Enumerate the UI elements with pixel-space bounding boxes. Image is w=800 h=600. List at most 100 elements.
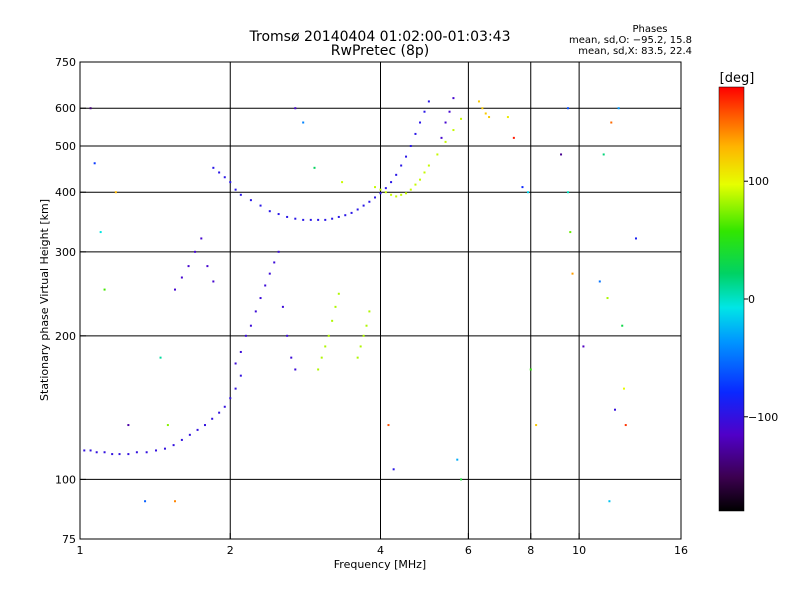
data-point [211,417,214,420]
colorbar-label: [deg] [720,71,755,86]
data-point [281,305,284,308]
data-point [400,164,403,167]
data-point [477,100,480,103]
data-point [387,424,390,427]
data-point [456,458,459,461]
y-tick-label: 300 [55,246,76,259]
data-point [277,250,280,253]
data-point [606,297,609,300]
x-tick-label: 6 [465,544,472,557]
data-point [622,387,625,390]
data-point [395,195,398,198]
data-point [460,117,463,120]
data-point [400,193,403,196]
colorbar-tick-label: 0 [748,293,755,306]
data-point [334,305,337,308]
data-point [567,191,570,194]
data-point [229,397,232,400]
chart-title: Tromsø 20140404 01:02:00-01:03:43 [249,29,511,45]
y-axis-ticks: 75 100 200 300 400 500 600 750 [55,56,86,546]
data-point [331,319,334,322]
data-point [350,211,353,214]
data-point [244,334,247,337]
data-point [313,166,316,169]
data-point [99,231,102,234]
data-point [229,181,232,184]
data-point [379,192,382,195]
x-tick-label: 2 [227,544,234,557]
data-point [331,217,334,220]
data-point [427,100,430,103]
data-point [166,424,169,427]
data-point [395,173,398,176]
data-point [392,468,395,471]
data-point [405,192,408,195]
data-point [118,453,121,456]
x-tick-label: 1 [77,544,84,557]
data-point [234,387,237,390]
data-point [444,121,447,124]
data-point [535,424,538,427]
data-point [223,176,226,179]
data-point [379,188,382,191]
data-point [155,449,158,452]
data-point [302,218,305,221]
data-point [286,215,289,218]
data-point [286,334,289,337]
data-point [173,288,176,291]
data-point [419,178,422,181]
x-tick-label: 16 [674,544,688,557]
data-point [521,186,524,189]
colorbar [718,86,745,512]
data-point [610,121,613,124]
data-point [290,356,293,359]
data-point [277,213,280,216]
data-point [452,129,455,132]
scatter-points [83,97,637,503]
data-point [414,132,417,135]
y-tick-label: 400 [55,186,76,199]
data-point [239,350,242,353]
data-point [602,153,605,156]
data-point [484,112,487,115]
data-point [218,171,221,174]
data-point [427,164,430,167]
data-point [506,116,509,119]
colorbar-ticks: 100 0 −100 [744,175,778,424]
data-point [448,110,451,113]
data-point [127,424,130,427]
data-point [294,217,297,220]
data-point [356,208,359,211]
data-point [239,193,242,196]
data-point [135,451,138,454]
data-point [103,288,106,291]
data-point [608,500,611,503]
data-point [114,191,117,194]
data-point [613,408,616,411]
data-point [444,140,447,143]
data-point [320,356,323,359]
x-axis-ticks: 1 2 4 6 8 10 16 [77,533,688,557]
data-point [259,204,262,207]
data-point [172,444,175,447]
y-tick-label: 200 [55,330,76,343]
phases-heading: Phases [632,24,667,35]
data-point [159,356,162,359]
data-point [212,166,215,169]
data-point [264,284,267,287]
colorbar-tick-label: 100 [748,175,769,188]
data-point [111,453,114,456]
data-point [365,324,368,327]
data-point [571,272,574,275]
data-point [409,144,412,147]
data-point [452,97,455,100]
y-axis-label: Stationary phase Virtual Height [km] [38,199,51,401]
data-point [234,362,237,365]
data-point [374,196,377,199]
data-point [317,368,320,371]
data-point [341,181,344,184]
data-point [163,447,166,450]
data-point [173,500,176,503]
data-point [259,297,262,300]
